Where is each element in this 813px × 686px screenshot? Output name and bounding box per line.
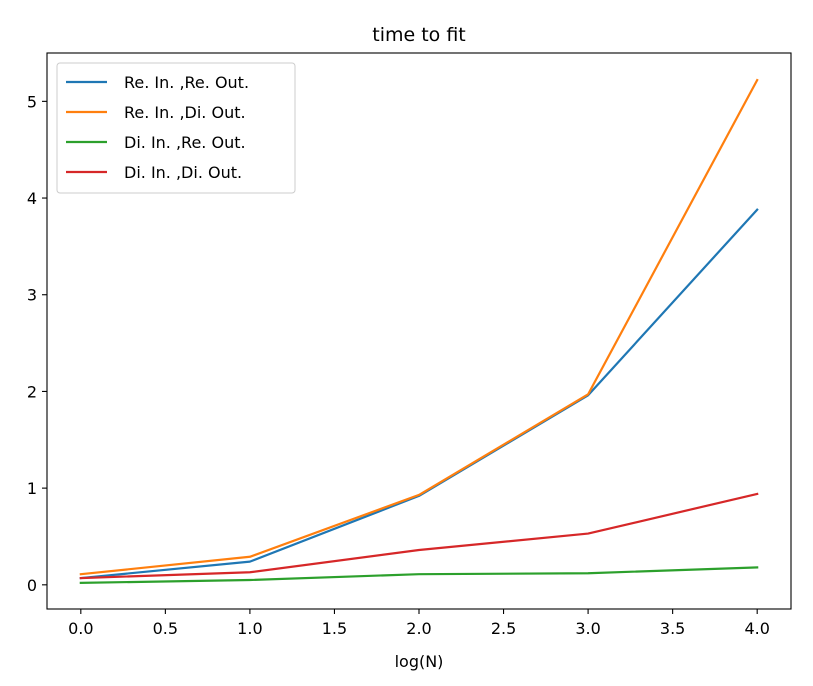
x-axis-title: log(N) bbox=[395, 652, 444, 671]
x-tick-label: 3.0 bbox=[575, 619, 600, 638]
y-tick-label: 0 bbox=[27, 576, 37, 595]
legend-label-2: Re. In. ,Di. Out. bbox=[124, 103, 246, 122]
x-tick-label: 1.5 bbox=[322, 619, 347, 638]
series-line-4 bbox=[79, 492, 759, 580]
axes-layer: 0.0 0.5 1.0 1.5 2.0 2.5 3.0 3.5 4.0 0 1 2 3 4 5 bbox=[27, 52, 792, 638]
x-tick-label: 0.5 bbox=[153, 619, 178, 638]
x-tick-label: 2.5 bbox=[491, 619, 516, 638]
chart-title: time to fit bbox=[372, 24, 466, 46]
legend-label-3: Di. In. ,Re. Out. bbox=[124, 133, 246, 152]
legend-label-4: Di. In. ,Di. Out. bbox=[124, 163, 242, 182]
legend-label-1: Re. In. ,Re. Out. bbox=[124, 73, 249, 92]
x-tick-label: 1.0 bbox=[237, 619, 262, 638]
y-tick-label: 1 bbox=[27, 479, 37, 498]
y-tick-label: 3 bbox=[27, 286, 37, 305]
y-tick-label: 4 bbox=[27, 189, 37, 208]
series-line-2 bbox=[79, 78, 759, 576]
legend-box bbox=[56, 62, 296, 194]
x-tick-label: 4.0 bbox=[744, 619, 769, 638]
y-tick-label: 2 bbox=[27, 382, 37, 401]
series-line-3 bbox=[79, 566, 759, 585]
legend: Re. In. ,Re. Out. Re. In. ,Di. Out. Di. In… bbox=[56, 62, 296, 194]
series-layer bbox=[79, 78, 759, 585]
x-tick-label: 2.0 bbox=[406, 619, 431, 638]
x-tick-label: 0.0 bbox=[68, 619, 93, 638]
y-tick-label: 5 bbox=[27, 92, 37, 111]
x-tick-label: 3.5 bbox=[660, 619, 685, 638]
